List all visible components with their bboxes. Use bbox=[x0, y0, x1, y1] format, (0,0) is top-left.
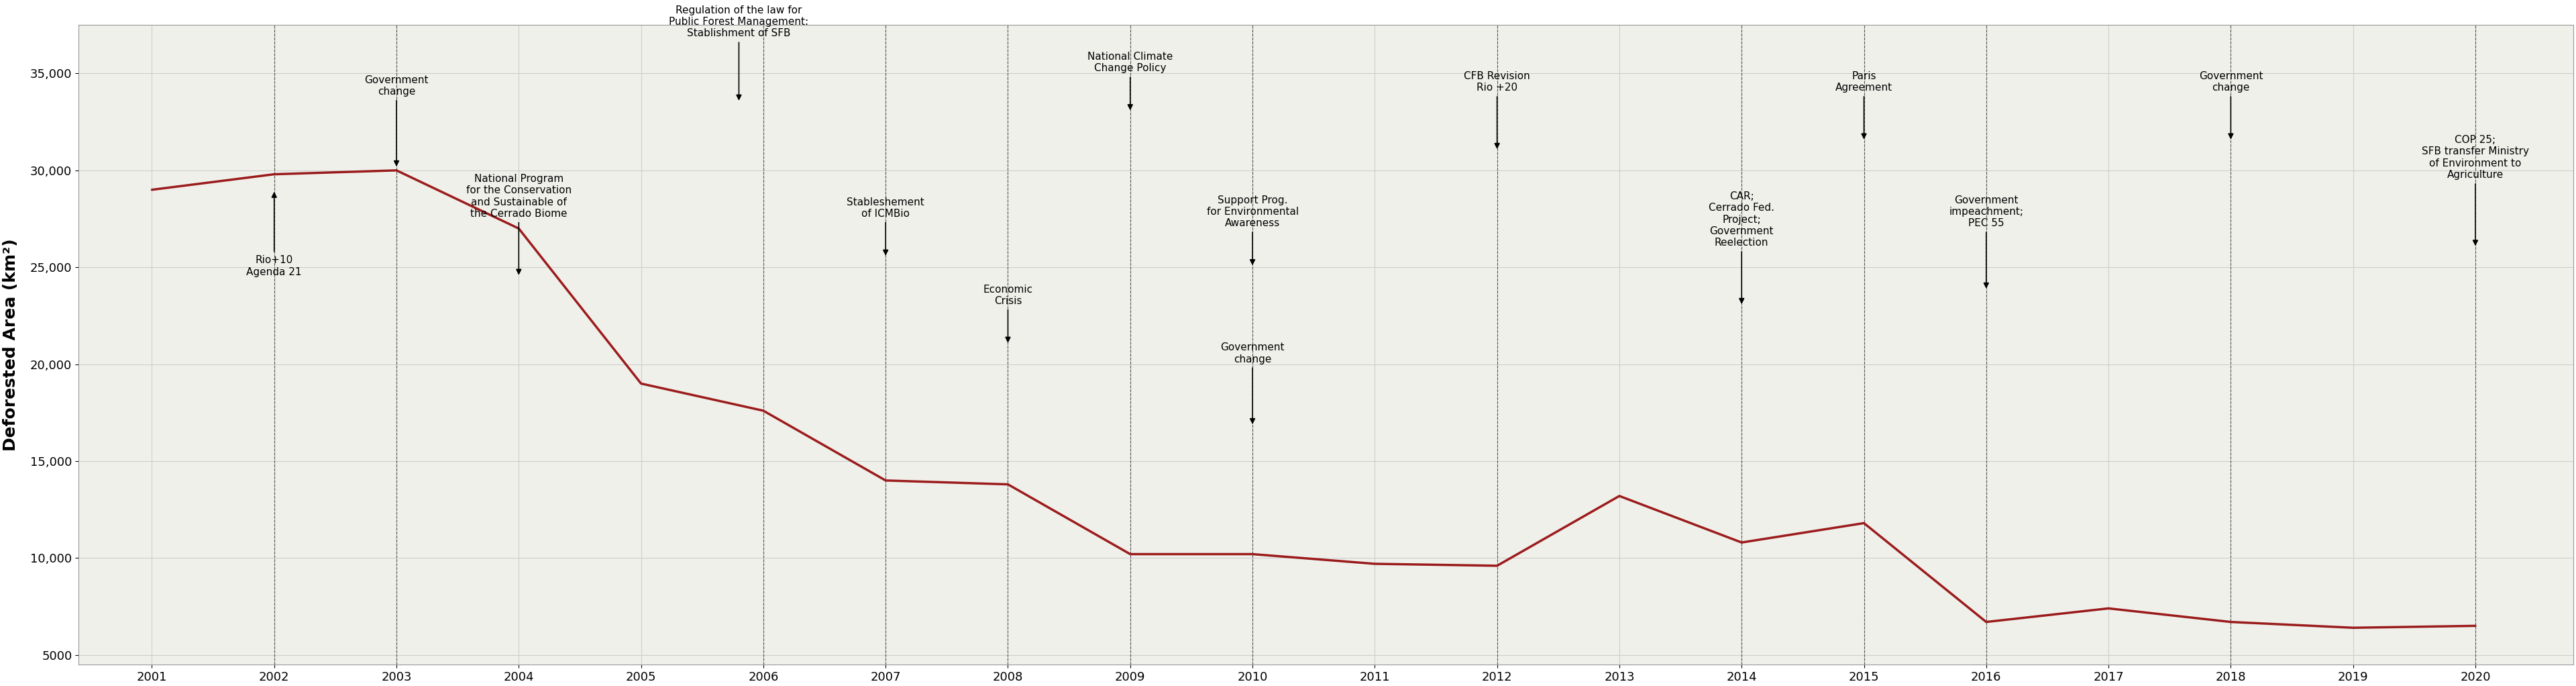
Text: CAR;
Cerrado Fed.
Project;
Government
Reelection: CAR; Cerrado Fed. Project; Government Re… bbox=[1708, 191, 1775, 303]
Y-axis label: Deforested Area (km²): Deforested Area (km²) bbox=[3, 239, 18, 451]
Text: COP 25;
SFB transfer Ministry
of Environment to
Agriculture: COP 25; SFB transfer Ministry of Environ… bbox=[2421, 135, 2530, 245]
Text: Government
change: Government change bbox=[1221, 342, 1285, 423]
Text: Economic
Crisis: Economic Crisis bbox=[984, 284, 1033, 342]
Text: CFB Revision
Rio +20: CFB Revision Rio +20 bbox=[1463, 71, 1530, 148]
Text: Paris
Agreement: Paris Agreement bbox=[1834, 71, 1893, 138]
Text: Stableshement
of ICMBio: Stableshement of ICMBio bbox=[848, 197, 925, 255]
Text: Regulation of the law for
Public Forest Management:
Stablishment of SFB: Regulation of the law for Public Forest … bbox=[670, 5, 809, 99]
Text: Support Prog.
for Environmental
Awareness: Support Prog. for Environmental Awarenes… bbox=[1206, 195, 1298, 264]
Text: Government
impeachment;
PEC 55: Government impeachment; PEC 55 bbox=[1950, 195, 2025, 287]
Text: National Program
for the Conservation
and Sustainable of
the Cerrado Biome: National Program for the Conservation an… bbox=[466, 174, 572, 274]
Text: Government
change: Government change bbox=[2200, 71, 2262, 138]
Text: Government
change: Government change bbox=[363, 75, 428, 165]
Text: National Climate
Change Policy: National Climate Change Policy bbox=[1087, 51, 1172, 109]
Text: Rio+10
Agenda 21: Rio+10 Agenda 21 bbox=[247, 193, 301, 277]
